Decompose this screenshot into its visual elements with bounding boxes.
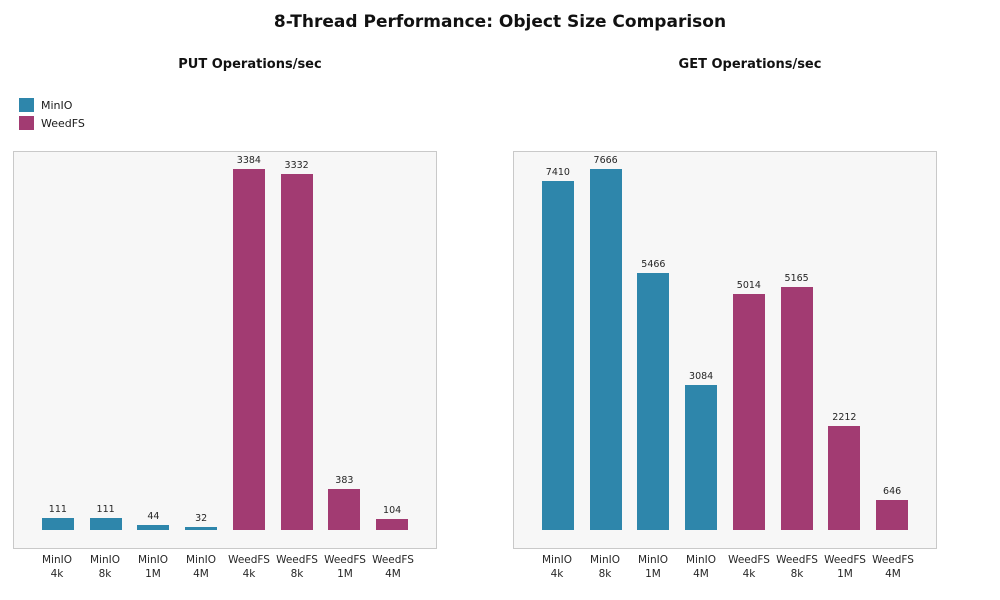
- weedfs-bar: [376, 518, 409, 530]
- bar-value-label: 5165: [784, 272, 809, 284]
- bar-value-label: 44: [147, 511, 160, 523]
- weedfs-bar: [780, 286, 813, 530]
- bar-slot-minio-1m: 5466: [630, 259, 678, 530]
- bar-slot-minio-4k: 111: [34, 504, 82, 530]
- subplot-title-put: PUT Operations/sec: [178, 57, 322, 72]
- minio-bar: [89, 518, 122, 530]
- bar-value-label: 3084: [689, 370, 714, 382]
- bar-value-label: 3384: [236, 154, 261, 166]
- bar-slot-weedfs-8k: 5165: [773, 273, 821, 530]
- legend-item-minio: MinIO: [19, 98, 85, 112]
- bar-slot-minio-4m: 3084: [677, 371, 725, 530]
- xtick-label: MinIO 4M: [686, 554, 716, 580]
- figure-title: 8-Thread Performance: Object Size Compar…: [273, 12, 727, 32]
- put-chart-panel: 111 111 44 32 3384 3332 383 104: [13, 151, 437, 549]
- bar-value-label: 111: [96, 504, 115, 516]
- bar-value-label: 383: [335, 475, 354, 487]
- xtick-label: MinIO 4k: [42, 554, 72, 580]
- xtick-label: WeedFS 1M: [324, 554, 366, 580]
- bar-value-label: 3332: [284, 160, 309, 172]
- legend: MinIO WeedFS: [19, 98, 85, 134]
- get-chart-bars: 7410 7666 5466 3084 5014 5165 2212 646: [514, 152, 936, 530]
- legend-item-weedfs: WeedFS: [19, 116, 85, 130]
- bar-value-label: 7410: [545, 167, 570, 179]
- bar-value-label: 111: [48, 504, 67, 516]
- bar-slot-minio-4k: 7410: [534, 167, 582, 530]
- bar-slot-weedfs-4m: 646: [868, 486, 916, 530]
- xtick-label: WeedFS 4k: [728, 554, 770, 580]
- weedfs-bar: [876, 499, 909, 530]
- xtick-label: WeedFS 8k: [776, 554, 818, 580]
- bar-value-label: 2212: [832, 411, 857, 423]
- bar-slot-weedfs-1m: 2212: [821, 412, 869, 530]
- bar-slot-weedfs-8k: 3332: [273, 160, 321, 530]
- bar-slot-weedfs-4k: 3384: [225, 155, 273, 530]
- get-chart-panel: 7410 7666 5466 3084 5014 5165 2212 646: [513, 151, 937, 549]
- minio-bar: [637, 272, 670, 530]
- minio-bar: [137, 525, 170, 530]
- xtick-label: MinIO 1M: [138, 554, 168, 580]
- bar-value-label: 32: [195, 512, 208, 524]
- xtick-label: MinIO 8k: [590, 554, 620, 580]
- bar-value-label: 5466: [641, 258, 666, 270]
- bar-value-label: 104: [383, 504, 402, 516]
- subplot-title-get: GET Operations/sec: [678, 57, 822, 72]
- get-chart-xtick-labels: MinIO 4k MinIO 8k MinIO 1M MinIO 4M WeedFS 4k Weed…: [513, 553, 937, 581]
- weedfs-bar: [828, 425, 861, 530]
- bar-slot-weedfs-4k: 5014: [725, 280, 773, 530]
- legend-label-weedfs: WeedFS: [41, 116, 85, 130]
- bar-slot-minio-4m: 32: [177, 513, 225, 530]
- bar-slot-weedfs-1m: 383: [321, 475, 369, 530]
- weedfs-color-swatch: [19, 116, 34, 130]
- xtick-label: MinIO 4M: [186, 554, 216, 580]
- xtick-label: WeedFS 8k: [276, 554, 318, 580]
- xtick-label: MinIO 4k: [542, 554, 572, 580]
- minio-bar: [541, 181, 574, 530]
- xtick-label: WeedFS 4M: [872, 554, 914, 580]
- minio-bar: [685, 384, 718, 530]
- put-chart-bars: 111 111 44 32 3384 3332 383 104: [14, 152, 436, 530]
- weedfs-bar: [232, 168, 265, 530]
- bar-slot-minio-8k: 7666: [582, 155, 630, 530]
- minio-color-swatch: [19, 98, 34, 112]
- xtick-label: WeedFS 4k: [228, 554, 270, 580]
- bar-slot-minio-1m: 44: [130, 511, 178, 530]
- weedfs-bar: [280, 174, 313, 530]
- put-chart-xtick-labels: MinIO 4k MinIO 8k MinIO 1M MinIO 4M WeedFS 4k Weed…: [13, 553, 437, 581]
- bar-value-label: 5014: [736, 279, 761, 291]
- minio-bar: [41, 518, 74, 530]
- minio-bar: [185, 526, 218, 530]
- xtick-label: MinIO 1M: [638, 554, 668, 580]
- bar-slot-minio-8k: 111: [82, 504, 130, 530]
- minio-bar: [589, 169, 622, 530]
- bar-slot-weedfs-4m: 104: [368, 505, 416, 530]
- weedfs-bar: [732, 293, 765, 530]
- legend-label-minio: MinIO: [41, 98, 73, 112]
- xtick-label: MinIO 8k: [90, 554, 120, 580]
- xtick-label: WeedFS 4M: [372, 554, 414, 580]
- bar-value-label: 646: [883, 485, 902, 497]
- weedfs-bar: [328, 489, 361, 530]
- xtick-label: WeedFS 1M: [824, 554, 866, 580]
- bar-value-label: 7666: [593, 155, 618, 166]
